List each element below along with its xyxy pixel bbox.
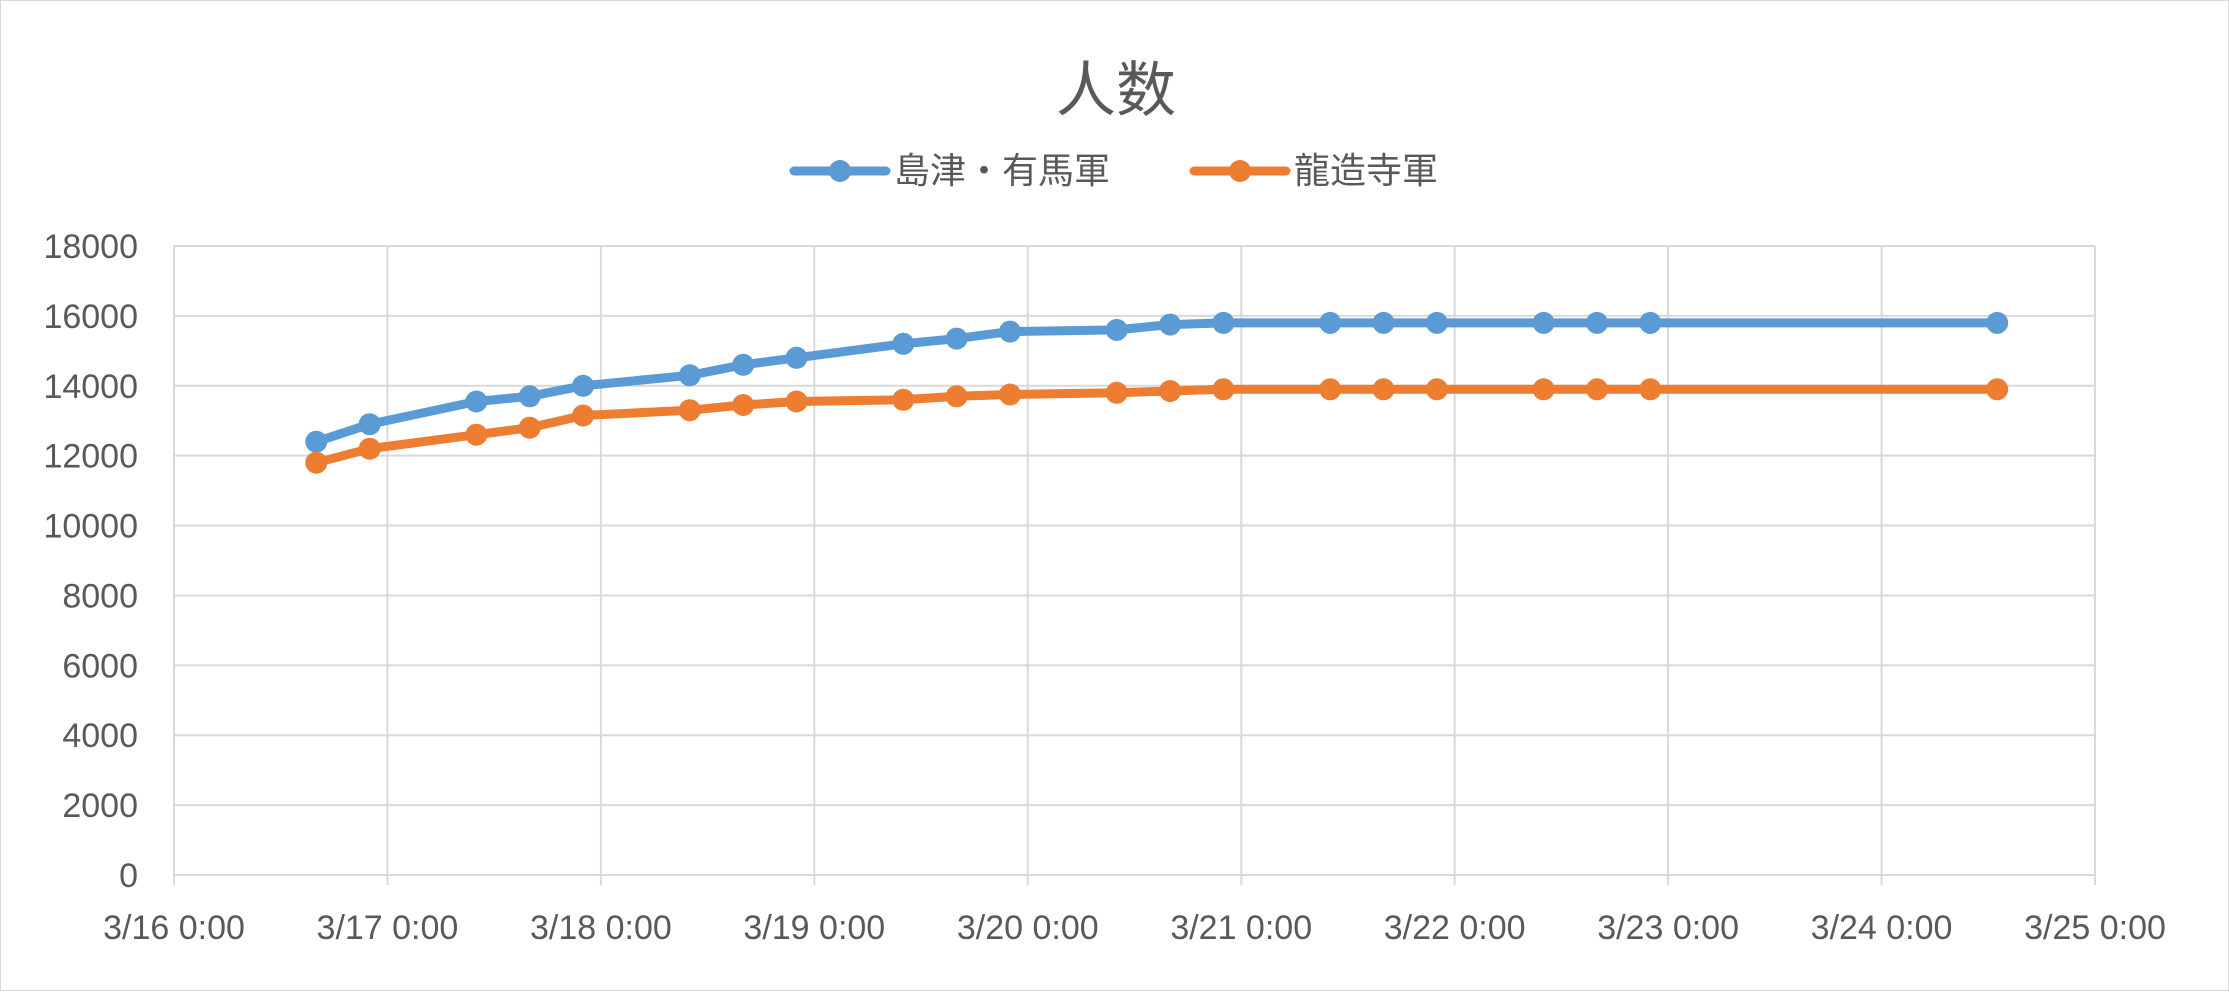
legend-item-ryuzoji: 龍造寺軍 (1189, 151, 1438, 192)
data-point-series-0 (305, 430, 328, 453)
y-tick-label: 18000 (43, 228, 138, 266)
data-point-series-0 (945, 327, 968, 350)
x-tick-label: 3/19 0:00 (743, 909, 885, 947)
x-tick-label: 3/23 0:00 (1597, 909, 1739, 947)
data-point-series-1 (1319, 378, 1342, 401)
data-point-series-1 (1105, 381, 1128, 404)
legend-swatch-marker-shimazu (829, 160, 851, 182)
data-point-series-1 (358, 437, 381, 460)
series-line-1 (311, 384, 2002, 468)
data-point-series-0 (892, 332, 915, 355)
y-tick-label: 2000 (62, 787, 138, 825)
legend-label-ryuzoji: 龍造寺軍 (1294, 151, 1438, 192)
legend: 島津・有馬軍 龍造寺軍 (789, 151, 1438, 192)
data-point-series-1 (1639, 378, 1662, 401)
y-tick-label: 12000 (43, 438, 138, 476)
x-tick-label: 3/21 0:00 (1170, 909, 1312, 947)
data-point-series-1 (785, 390, 808, 413)
x-tick-label: 3/18 0:00 (530, 909, 672, 947)
data-point-series-1 (1986, 378, 2009, 401)
series-line-0 (311, 318, 2002, 447)
y-tick-label: 0 (119, 857, 138, 895)
y-tick-label: 16000 (43, 298, 138, 336)
x-tick-label: 3/16 0:00 (103, 909, 245, 947)
x-tick-label: 3/24 0:00 (1811, 909, 1953, 947)
axes: 0 2000 4000 6000 8000 10000 12000 14000 16000 180… (43, 228, 2165, 947)
series-layer (305, 311, 2009, 474)
data-point-series-0 (1212, 311, 1235, 334)
gridlines (173, 245, 2096, 876)
data-point-series-0 (678, 364, 701, 387)
data-point-series-1 (1425, 378, 1448, 401)
chart-title: 人数 (1056, 56, 1176, 126)
data-point-series-1 (1532, 378, 1555, 401)
data-point-series-1 (1159, 380, 1182, 402)
data-point-series-0 (1159, 313, 1182, 336)
data-point-series-1 (1586, 378, 1608, 401)
x-tick-label: 3/17 0:00 (317, 909, 459, 947)
y-tick-label: 14000 (43, 368, 138, 406)
data-point-series-1 (1372, 378, 1395, 401)
data-point-series-1 (999, 383, 1021, 406)
legend-label-shimazu: 島津・有馬軍 (894, 151, 1110, 192)
data-point-series-0 (1425, 311, 1448, 334)
data-point-series-0 (572, 374, 595, 397)
x-tick-label: 3/22 0:00 (1384, 909, 1526, 947)
data-point-series-1 (678, 399, 701, 422)
data-point-series-1 (892, 388, 915, 411)
y-tick-label: 4000 (62, 717, 138, 755)
legend-swatch-marker-ryuzoji (1229, 160, 1251, 182)
data-point-series-1 (572, 404, 595, 427)
y-tick-label: 10000 (43, 508, 138, 546)
data-point-series-0 (465, 390, 488, 413)
data-point-series-1 (465, 423, 488, 446)
data-point-series-0 (1319, 311, 1342, 334)
data-point-series-1 (518, 416, 541, 439)
data-point-series-0 (1586, 311, 1608, 334)
data-point-series-0 (358, 413, 381, 436)
data-point-series-1 (305, 451, 328, 474)
x-tick-label: 3/25 0:00 (2024, 909, 2166, 947)
y-tick-label: 6000 (62, 647, 138, 685)
data-point-series-1 (732, 394, 755, 416)
data-point-series-0 (1532, 311, 1555, 334)
data-point-series-1 (1212, 378, 1235, 401)
data-point-series-0 (1372, 311, 1395, 334)
data-point-series-0 (1986, 311, 2009, 334)
data-point-series-0 (732, 353, 755, 376)
data-point-series-0 (518, 385, 541, 408)
y-tick-label: 8000 (62, 577, 138, 615)
x-tick-label: 3/20 0:00 (957, 909, 1099, 947)
legend-item-shimazu: 島津・有馬軍 (789, 151, 1110, 192)
data-point-series-0 (999, 320, 1021, 343)
data-point-series-1 (945, 385, 968, 408)
data-point-series-0 (1639, 311, 1662, 334)
data-point-series-0 (785, 346, 808, 369)
data-point-series-0 (1105, 318, 1128, 341)
